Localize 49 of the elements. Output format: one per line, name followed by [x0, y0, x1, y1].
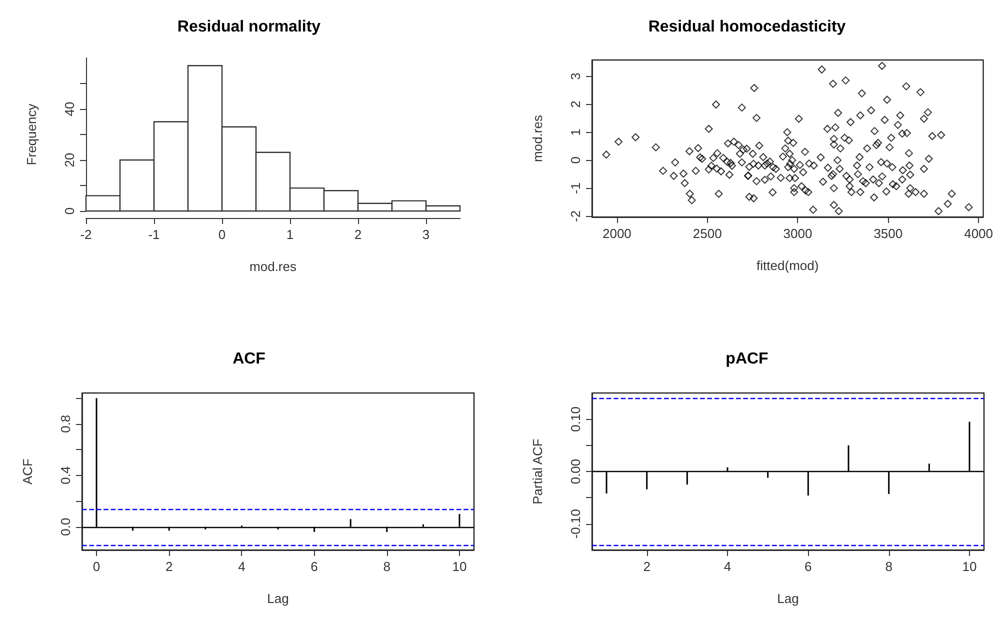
x-tick-label: 8 — [383, 559, 391, 574]
x-tick-label: -1 — [148, 227, 160, 242]
x-axis-title: fitted(mod) — [756, 258, 819, 273]
chart-title: Residual homocedasticity — [648, 18, 846, 36]
y-tick-label: 40 — [62, 102, 77, 116]
x-tick-label: 3000 — [783, 226, 812, 241]
x-tick-label: 3 — [422, 227, 430, 242]
x-tick-label: 10 — [962, 559, 977, 574]
y-axis-title: Partial ACF — [530, 438, 545, 504]
chart-title: Residual normality — [177, 18, 321, 36]
y-tick-label: 0.00 — [568, 458, 583, 484]
y-tick-label: 0.0 — [58, 518, 73, 536]
y-axis-title: Frequency — [24, 103, 39, 166]
y-tick-label: 0.10 — [568, 406, 583, 432]
x-tick-label: -2 — [80, 227, 92, 242]
x-axis-title: mod.res — [250, 259, 297, 274]
x-tick-label: 2 — [354, 227, 362, 242]
y-tick-label: 1 — [568, 128, 583, 136]
x-tick-label: 2500 — [692, 226, 722, 241]
x-tick-label: 2000 — [602, 226, 632, 241]
y-tick-label: 0.8 — [58, 414, 73, 433]
y-tick-label: -0.10 — [568, 509, 583, 539]
x-tick-label: 2 — [643, 559, 650, 574]
y-tick-label: 0.4 — [58, 466, 73, 484]
x-tick-label: 1 — [286, 227, 294, 242]
y-tick-label: 2 — [568, 100, 583, 108]
x-tick-label: 6 — [310, 559, 318, 574]
x-tick-label: 6 — [804, 559, 812, 574]
y-tick-label: -2 — [568, 210, 583, 222]
x-tick-label: 0 — [92, 559, 100, 574]
y-tick-label: -1 — [568, 182, 583, 194]
y-tick-label: 20 — [62, 152, 77, 168]
x-tick-label: 4000 — [964, 226, 993, 241]
chart-title: ACF — [232, 350, 266, 368]
x-tick-label: 4 — [238, 559, 246, 574]
x-axis-title: Lag — [267, 591, 289, 606]
x-tick-label: 3500 — [874, 226, 903, 241]
x-tick-label: 4 — [724, 559, 732, 574]
x-tick-label: 0 — [218, 227, 226, 242]
y-tick-label: 3 — [568, 72, 583, 80]
y-axis-title: mod.res — [530, 114, 545, 162]
y-tick-label: 0 — [62, 207, 77, 215]
x-axis-title: Lag — [777, 591, 799, 606]
x-tick-label: 2 — [165, 559, 173, 574]
y-axis-title: ACF — [20, 458, 35, 484]
x-tick-label: 8 — [885, 559, 892, 574]
chart-title: pACF — [726, 350, 769, 368]
y-tick-label: 0 — [568, 156, 583, 164]
x-tick-label: 10 — [452, 559, 467, 574]
